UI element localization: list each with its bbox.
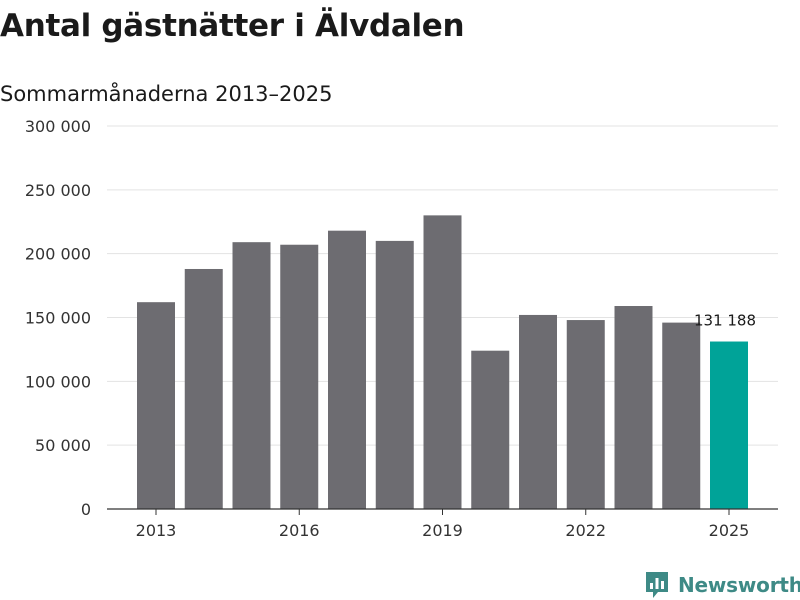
bar [375,240,414,509]
bar [471,350,510,509]
x-tick-label: 2019 [422,521,463,540]
bar [614,306,653,509]
bars: 131 188 [137,215,756,510]
bar [280,244,319,510]
brand-name: Newsworthy [678,573,800,597]
bar [566,320,605,509]
x-tick-label: 2022 [565,521,606,540]
chart-title: Antal gästnätter i Älvdalen [0,8,465,44]
bar-highlight [710,341,748,509]
bar [184,268,223,509]
bar-chart-pin-icon [646,572,668,598]
y-tick-label: 100 000 [25,372,91,391]
y-tick-label: 300 000 [25,117,91,136]
y-tick-label: 50 000 [35,436,91,455]
x-tick-label: 2013 [136,521,177,540]
brand-logo: Newsworthy [644,570,800,600]
bar [232,242,271,509]
x-tick-label: 2025 [709,521,750,540]
bar [519,314,557,509]
axes: 0 50 000 100 000 150 000 200 000 250 000 300 0… [25,117,778,540]
bar [328,230,366,510]
y-tick-label: 150 000 [25,309,91,328]
y-tick-label: 250 000 [25,181,91,200]
y-tick-label: 0 [81,500,91,519]
chart-subtitle: Sommarmånaderna 2013–2025 [0,82,333,106]
bar [662,322,701,509]
bar [137,302,175,509]
x-tick-label: 2016 [279,521,320,540]
bar [423,215,462,509]
y-tick-label: 200 000 [25,245,91,264]
data-label: 131 188 [694,312,756,330]
